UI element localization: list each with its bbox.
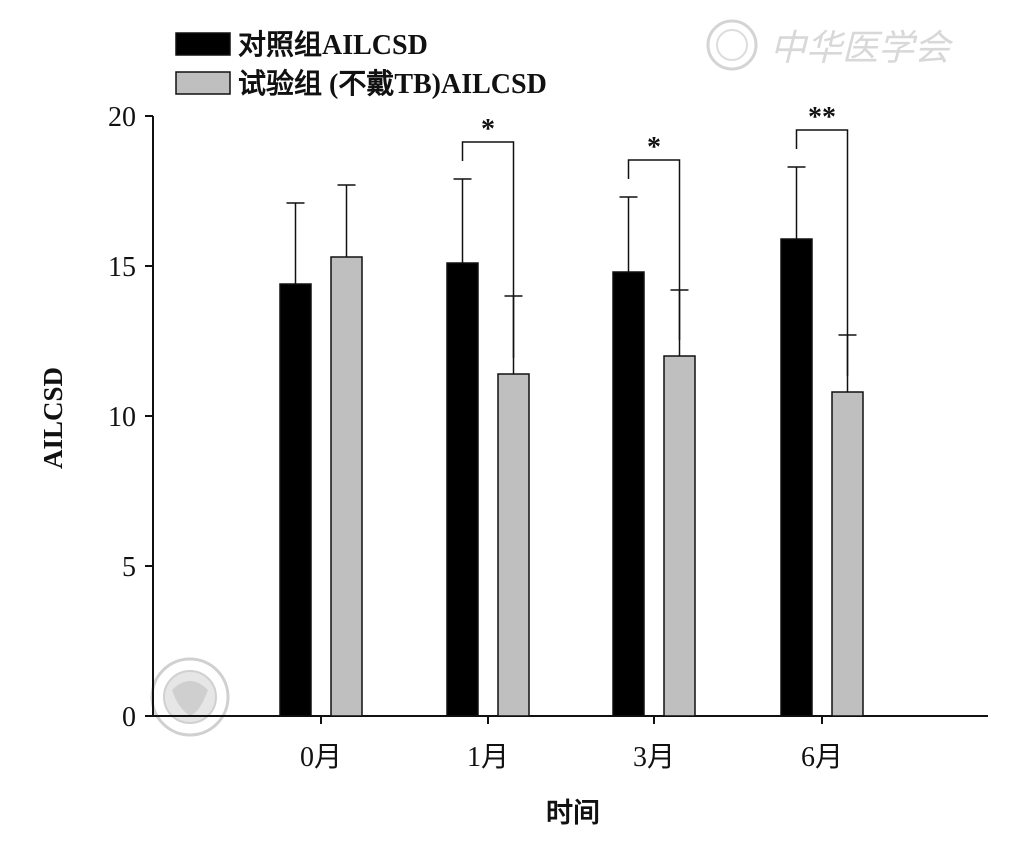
bar-control <box>780 238 813 717</box>
x-tick-label: 0月 <box>300 742 342 773</box>
y-tick-label: 20 <box>108 102 136 133</box>
bars <box>279 238 864 717</box>
legend-label-test: 试验组 (不戴TB)AILCSD <box>238 67 547 100</box>
seal-icon <box>706 19 758 71</box>
significance-label: * <box>647 132 661 163</box>
watermark-text: 中华医学会 <box>770 28 954 69</box>
bar-control <box>612 271 645 717</box>
bar-test <box>497 373 530 717</box>
legend-label-control: 对照组AILCSD <box>238 29 428 61</box>
x-axis-label: 时间 <box>546 798 600 828</box>
significance-label: ** <box>808 102 836 133</box>
bar-control <box>279 283 312 717</box>
significance-bracket <box>627 159 681 340</box>
y-ticks: 0 5 10 15 20 <box>108 102 153 733</box>
x-tick-label: 1月 <box>467 742 509 773</box>
y-axis-label: AILCSD <box>38 367 68 469</box>
bar-test <box>663 355 696 717</box>
watermark-top-right: 中华医学会 <box>706 19 954 71</box>
y-tick-label: 5 <box>122 552 136 583</box>
error-bars <box>286 166 857 392</box>
watermark-seal-bottom <box>150 657 230 737</box>
y-tick-label: 0 <box>122 702 136 733</box>
x-tick-label: 3月 <box>633 742 675 773</box>
legend-swatch-test <box>175 71 231 95</box>
legend-swatch-control <box>175 32 231 56</box>
bar-test <box>831 391 864 717</box>
bar-test <box>330 256 363 717</box>
y-tick-label: 15 <box>108 252 136 283</box>
y-tick-label: 10 <box>108 402 136 433</box>
bar-control <box>446 262 479 717</box>
x-ticks: 0月 1月 3月 6月 <box>300 716 843 773</box>
significance-markers: **** <box>461 102 849 376</box>
significance-label: * <box>481 114 495 145</box>
legend: 对照组AILCSD 试验组 (不戴TB)AILCSD <box>175 29 547 100</box>
significance-bracket <box>795 129 849 376</box>
x-tick-label: 6月 <box>801 742 843 773</box>
significance-bracket <box>461 141 515 358</box>
